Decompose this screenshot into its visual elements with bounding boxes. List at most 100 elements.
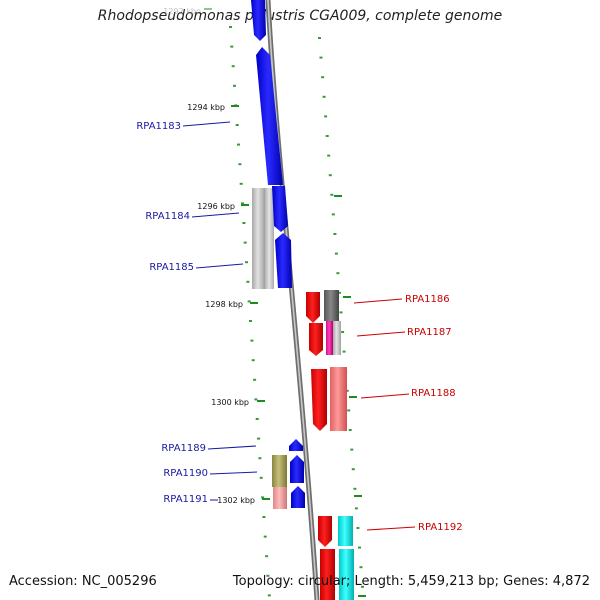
- label-lines: [182, 121, 416, 531]
- gene-label-rpa1186: RPA1186: [405, 294, 450, 305]
- minor-tick-dot: [356, 527, 360, 529]
- minor-tick-dot: [255, 418, 259, 420]
- gene-arrow-rpa1184: [272, 186, 288, 232]
- gene-arrow-rpa1187: [309, 323, 323, 356]
- gene-block-magenta: [326, 321, 333, 355]
- minor-tick-dot: [259, 476, 263, 479]
- ruler-tick: [231, 105, 239, 107]
- minor-tick-dot: [258, 457, 262, 460]
- minor-tick-dot: [230, 45, 234, 48]
- ruler-label: 1300 kbp: [211, 398, 249, 407]
- ruler-tick: [250, 302, 258, 304]
- minor-tick-dot: [345, 389, 349, 392]
- gene-arrow-rpa1186: [306, 292, 320, 323]
- minor-tick-dot: [353, 487, 357, 490]
- ruler-tick: [262, 498, 270, 500]
- gene-label-rpa1188: RPA1188: [411, 388, 456, 399]
- forward-genes[interactable]: [251, 0, 305, 509]
- map-title: Rhodopseudomonas palustris CGA009, compl…: [97, 8, 503, 24]
- minor-tick-dot: [361, 585, 364, 588]
- minor-tick-dot: [265, 555, 269, 558]
- minor-tick-dot: [245, 261, 248, 264]
- minor-tick-dot: [336, 272, 340, 275]
- minor-tick-dot: [242, 222, 246, 224]
- gene-block-dark: [324, 290, 339, 321]
- ruler-tick: [241, 204, 249, 206]
- minor-tick-dot: [351, 468, 355, 471]
- gene-label-rpa1189: RPA1189: [161, 443, 206, 454]
- minor-tick-dot: [267, 594, 271, 597]
- minor-tick-dot: [350, 448, 354, 451]
- minor-tick-dot: [243, 241, 247, 244]
- minor-tick-dot: [338, 291, 341, 294]
- gene-label-rpa1183: RPA1183: [136, 121, 181, 132]
- ruler-label: 1302 kbp: [217, 496, 255, 505]
- gene-block-salmon: [330, 367, 347, 431]
- gene-block-cyan: [339, 549, 354, 600]
- accession-text: Accession: NC_005296: [9, 574, 157, 589]
- minor-tick-dot: [330, 193, 334, 196]
- minor-tick-dot: [250, 339, 254, 342]
- gene-arrow-rpa1192: [318, 516, 332, 547]
- gene-block-grey: [265, 188, 274, 289]
- minor-tick-dot: [241, 202, 244, 205]
- gene-arrow: [289, 439, 303, 451]
- gene-block-cyan: [338, 516, 353, 546]
- minor-tick-dot: [358, 546, 361, 549]
- minor-tick-dot: [319, 56, 323, 59]
- ruler-tick: [204, 8, 212, 10]
- reverse-genes[interactable]: [306, 290, 354, 600]
- minor-tick-dot: [266, 574, 270, 577]
- minor-tick-dot: [246, 280, 250, 283]
- ruler: 1292 kbp 1294 kbp 1296 kbp 1298 kbp 1300…: [163, 7, 270, 505]
- minor-tick-dot: [233, 84, 236, 87]
- minor-tick-dot: [347, 409, 351, 412]
- minor-tick-dot: [359, 566, 363, 569]
- ruler-label: 1292 kbp: [163, 7, 201, 16]
- ruler-tick: [257, 400, 265, 402]
- minor-tick-dot: [229, 26, 232, 28]
- minor-tick-dot: [261, 496, 265, 499]
- gene-block-red: [320, 549, 335, 600]
- gene-block-pink: [273, 487, 287, 509]
- gene-block-grey: [333, 321, 341, 355]
- minor-tick-dot: [235, 124, 239, 126]
- gene-label-rpa1190: RPA1190: [163, 468, 208, 479]
- minor-tick-dot: [257, 437, 261, 440]
- ruler-label: 1296 kbp: [197, 202, 235, 211]
- minor-tick-dot: [321, 76, 325, 79]
- gene-arrow-rpa1183: [256, 47, 283, 185]
- ruler-label: 1298 kbp: [205, 300, 243, 309]
- minor-tick-dot: [328, 174, 332, 177]
- gene-arrow-rpa1188: [311, 369, 327, 431]
- minor-tick-dot: [339, 311, 343, 314]
- minor-tick-dot: [247, 300, 251, 303]
- ruler-label: 1294 kbp: [187, 103, 225, 112]
- minor-tick-dot: [263, 535, 267, 538]
- minor-tick-dot: [342, 350, 346, 353]
- gene-arrow-rpa1190: [290, 455, 304, 483]
- minor-tick-dot: [262, 516, 266, 518]
- minor-tick-dot: [253, 378, 257, 381]
- gene-label-rpa1187: RPA1187: [407, 327, 452, 338]
- minor-tick-dot: [348, 429, 352, 431]
- gene-label-rpa1192: RPA1192: [418, 522, 463, 533]
- minor-tick-dot: [249, 320, 252, 322]
- minor-tick-dot: [327, 154, 331, 157]
- gene-labels[interactable]: RPA1183 RPA1184 RPA1185 RPA1189 RPA1190 …: [136, 121, 462, 533]
- minor-tick-dot: [318, 37, 321, 39]
- minor-tick-dot: [237, 143, 240, 146]
- gene-arrow: [251, 0, 266, 41]
- minor-tick-dots: [229, 26, 364, 597]
- right-ticks: [334, 195, 366, 597]
- minor-tick-dot: [341, 331, 345, 333]
- minor-tick-dot: [334, 252, 338, 255]
- minor-tick-dot: [322, 95, 326, 98]
- gene-arrow-rpa1185: [275, 233, 292, 288]
- minor-tick-dot: [254, 398, 258, 401]
- minor-tick-dot: [354, 507, 358, 510]
- minor-tick-dot: [331, 213, 335, 216]
- gene-label-rpa1191: RPA1191: [163, 494, 208, 505]
- gene-arrow-rpa1191: [291, 486, 305, 508]
